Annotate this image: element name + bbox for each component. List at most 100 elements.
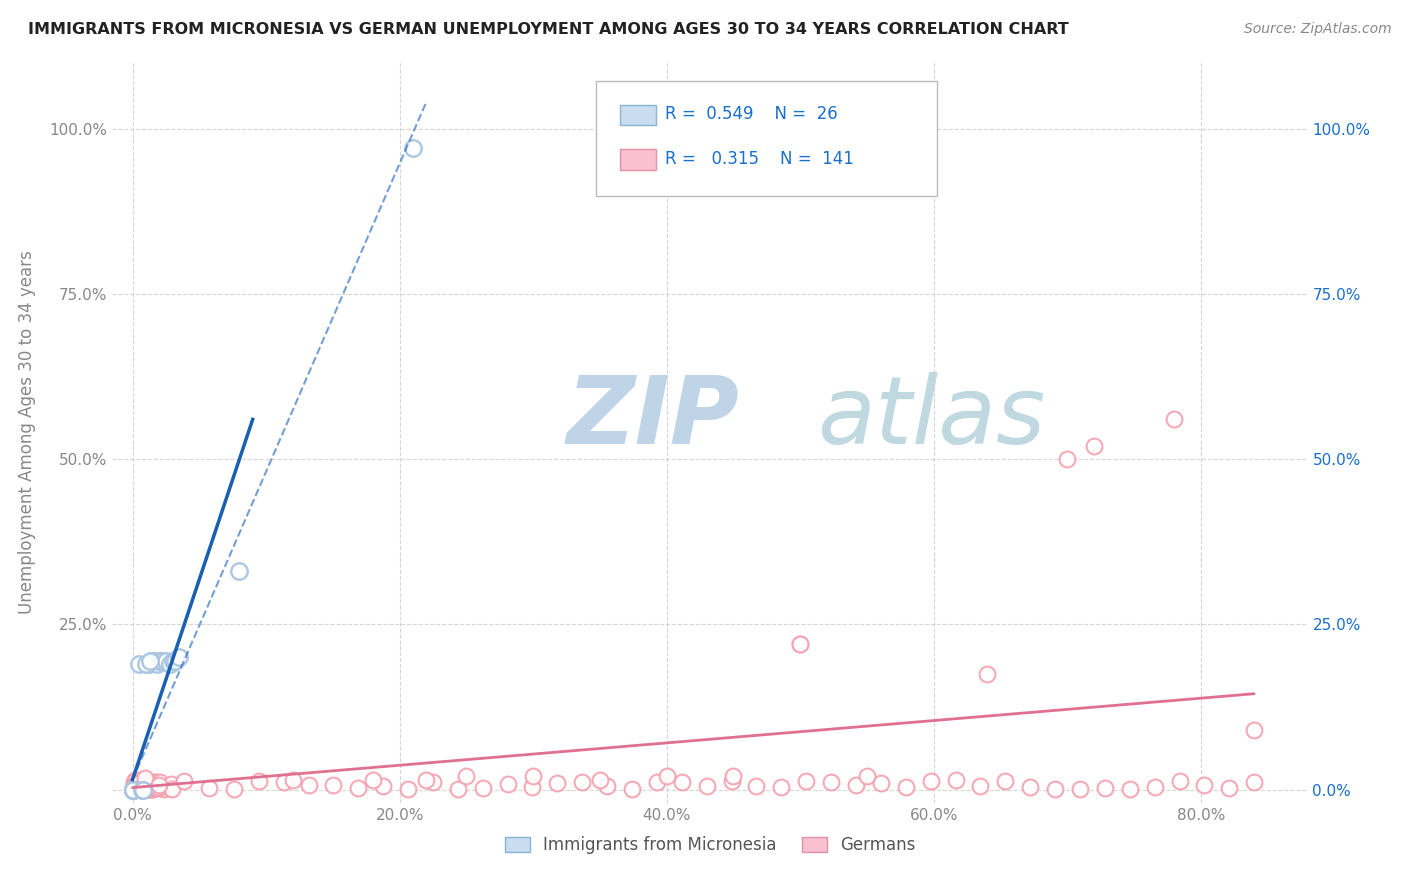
Point: [894, 780, 917, 795]
Text: Source: ZipAtlas.com: Source: ZipAtlas.com: [1244, 22, 1392, 37]
Point: [124, 774, 146, 789]
Point: [135, 657, 157, 671]
Point: [273, 775, 295, 789]
Point: [128, 778, 150, 792]
Point: [131, 780, 153, 795]
Point: [994, 774, 1017, 789]
Text: R =   0.315    N =  141: R = 0.315 N = 141: [665, 150, 853, 168]
Text: R =  0.549    N =  26: R = 0.549 N = 26: [665, 105, 838, 123]
Point: [121, 782, 143, 797]
Point: [142, 654, 165, 668]
Point: [522, 780, 544, 794]
Point: [1218, 781, 1240, 796]
Point: [146, 775, 169, 789]
Point: [125, 781, 148, 796]
Point: [596, 779, 619, 793]
Point: [422, 775, 444, 789]
Point: [173, 774, 195, 789]
Point: [125, 781, 148, 796]
Point: [720, 774, 742, 789]
Point: [145, 780, 167, 794]
Point: [671, 774, 693, 789]
Point: [347, 781, 370, 796]
Point: [143, 780, 166, 795]
Point: [471, 780, 494, 795]
Point: [645, 774, 668, 789]
Point: [139, 774, 162, 789]
Point: [138, 780, 160, 795]
Point: [621, 781, 644, 796]
Point: [138, 778, 160, 792]
Point: [132, 780, 155, 795]
Point: [745, 779, 768, 793]
Point: [789, 637, 811, 651]
Point: [136, 782, 159, 797]
Point: [396, 781, 419, 796]
Point: [1083, 439, 1105, 453]
Point: [281, 772, 304, 787]
Point: [415, 772, 437, 787]
Point: [920, 773, 942, 788]
Point: [361, 772, 384, 787]
Point: [132, 780, 155, 795]
Point: [127, 778, 149, 792]
Text: IMMIGRANTS FROM MICRONESIA VS GERMAN UNEMPLOYMENT AMONG AGES 30 TO 34 YEARS CORR: IMMIGRANTS FROM MICRONESIA VS GERMAN UNE…: [28, 22, 1069, 37]
Point: [160, 782, 183, 797]
Point: [1163, 412, 1185, 426]
Point: [322, 779, 344, 793]
Point: [135, 778, 157, 792]
Point: [149, 775, 172, 789]
Point: [121, 782, 143, 797]
Point: [121, 782, 143, 797]
Point: [148, 654, 170, 668]
Point: [1194, 778, 1216, 792]
Point: [373, 779, 395, 793]
Point: [402, 141, 425, 155]
Point: [134, 771, 156, 785]
Point: [124, 781, 146, 796]
Point: [496, 777, 519, 791]
Point: [138, 780, 160, 794]
Point: [127, 781, 149, 796]
Point: [128, 657, 150, 671]
Point: [125, 781, 148, 796]
Point: [522, 769, 544, 783]
Point: [127, 779, 149, 793]
Point: [127, 780, 149, 795]
Text: atlas: atlas: [818, 372, 1046, 463]
Point: [1143, 780, 1166, 794]
Point: [1119, 781, 1142, 796]
Point: [228, 565, 250, 579]
Point: [789, 637, 811, 651]
Point: [153, 782, 176, 797]
Point: [1243, 774, 1265, 789]
Point: [134, 776, 156, 790]
Point: [124, 778, 146, 792]
Point: [165, 654, 187, 668]
Point: [139, 780, 162, 795]
Point: [141, 781, 163, 796]
Point: [845, 778, 868, 792]
Point: [142, 781, 165, 796]
Point: [870, 776, 893, 790]
Point: [132, 775, 155, 789]
Point: [121, 782, 143, 797]
Point: [125, 777, 148, 791]
Point: [127, 782, 149, 797]
Point: [222, 782, 245, 797]
Point: [145, 657, 167, 671]
Point: [124, 772, 146, 787]
Point: [198, 780, 221, 795]
Point: [143, 779, 166, 793]
Point: [159, 780, 181, 795]
Point: [655, 769, 678, 783]
Point: [129, 772, 152, 787]
Point: [150, 654, 173, 668]
Point: [1094, 780, 1116, 795]
Point: [148, 778, 170, 792]
Point: [124, 780, 146, 794]
Point: [142, 781, 165, 796]
Point: [121, 781, 143, 796]
Point: [131, 780, 153, 794]
Point: [125, 782, 148, 797]
